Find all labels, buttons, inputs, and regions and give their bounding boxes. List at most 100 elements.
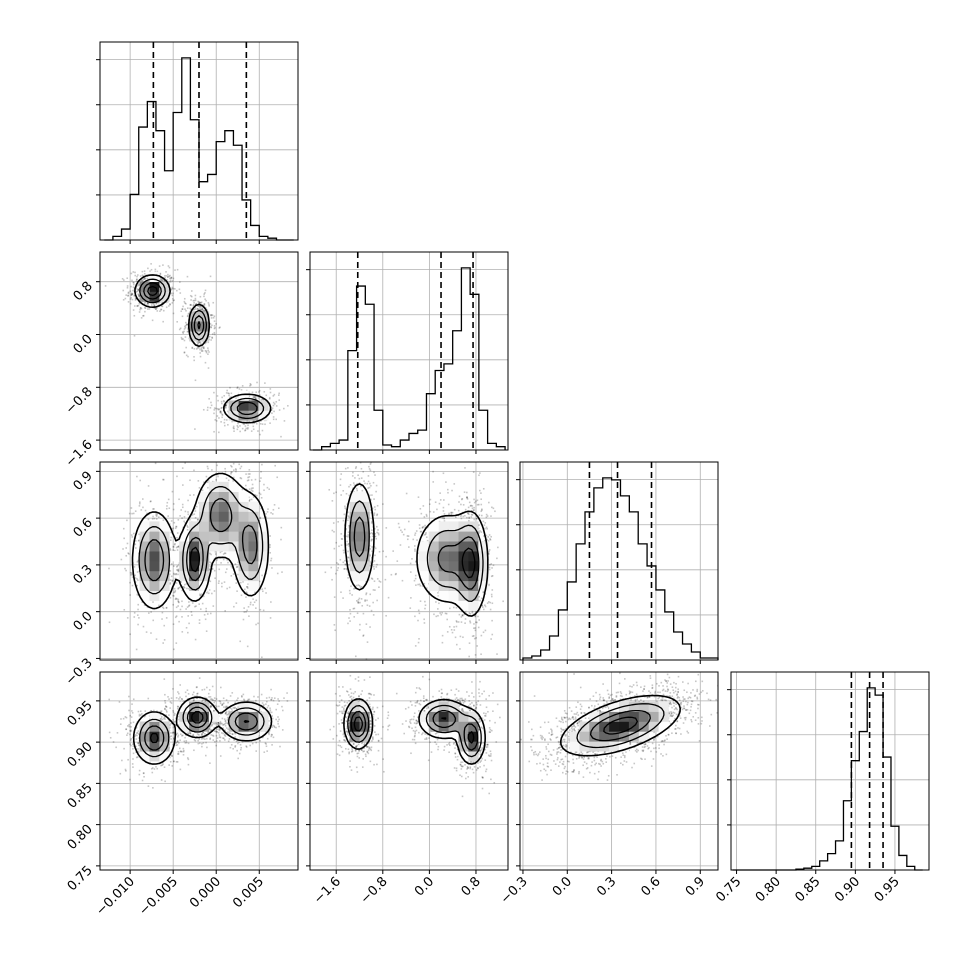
pair-0-3-point (164, 700, 166, 702)
pair-0-1-point (247, 427, 249, 429)
pair-1-2-point (347, 536, 349, 538)
pair-0-2-point (273, 509, 275, 511)
pair-1-2-point (449, 608, 451, 610)
pair-0-2-point (187, 529, 189, 531)
pair-0-2-point (229, 456, 231, 458)
pair-1-2-point (369, 468, 371, 470)
pair-0-2-point (139, 480, 141, 482)
pair-0-3-point (165, 702, 167, 704)
pair-1-2-point (453, 607, 455, 609)
pair-1-2-point (462, 636, 464, 638)
pair-0-1-point (156, 310, 158, 312)
pair-0-2-point (181, 631, 183, 633)
pair-0-1-point (213, 431, 215, 433)
pair-0-1-point (170, 281, 172, 283)
pair-0-1-point (151, 304, 153, 306)
pair-0-1-point (208, 342, 210, 344)
pair-1-2-point (461, 499, 463, 501)
pair-1-2-point (474, 638, 476, 640)
pair-0-2-point (178, 587, 180, 589)
pair-0-2-point (222, 460, 224, 462)
pair-0-2-cell (249, 551, 259, 561)
pair-0-1-point (123, 299, 125, 301)
pair-0-1-point (191, 347, 193, 349)
pair-0-2-point (248, 615, 250, 617)
pair-1-2-point (348, 531, 350, 533)
pair-0-2-point (137, 561, 139, 563)
pair-1-2-point (422, 527, 424, 529)
pair-1-2-point (475, 501, 477, 503)
pair-0-2-point (220, 552, 222, 554)
pair-0-1-point (247, 424, 249, 426)
pair-0-2-point (202, 603, 204, 605)
pair-0-2-point (261, 497, 263, 499)
pair-1-2-point (374, 474, 376, 476)
pair-0-2-point (199, 487, 201, 489)
pair-0-1-ytick-label-2: 0.0 (71, 332, 96, 357)
pair-1-2-point (442, 517, 444, 519)
pair-1-2-point (453, 483, 455, 485)
pair-0-2-cell (169, 551, 179, 561)
pair-1-2-point (458, 510, 460, 512)
pair-1-2-point (446, 619, 448, 621)
pair-0-1-point (208, 304, 210, 306)
pair-1-2-point (420, 585, 422, 587)
pair-0-2-point (123, 528, 125, 530)
pair-1-2-point (334, 596, 336, 598)
pair-0-1-point (149, 308, 151, 310)
pair-0-2-point (152, 516, 154, 518)
pair-1-2-point (471, 612, 473, 614)
pair-1-2-point (493, 507, 495, 509)
pair-1-2-point (469, 642, 471, 644)
pair-0-1-point (221, 401, 223, 403)
pair-1-2-point (419, 524, 421, 526)
pair-0-2-point (172, 604, 174, 606)
pair-0-2-point (260, 517, 262, 519)
pair-0-2-point (176, 537, 178, 539)
pair-0-1-point (239, 425, 241, 427)
pair-1-2-point (473, 509, 475, 511)
pair-0-1-point (215, 323, 217, 325)
pair-1-2-point (418, 610, 420, 612)
pair-1-2-point (361, 468, 363, 470)
pair-0-2-point (259, 480, 261, 482)
pair-1-2-point (371, 610, 373, 612)
pair-0-2-cell (219, 521, 229, 531)
pair-1-2-point (371, 546, 373, 548)
pair-0-2-point (173, 565, 175, 567)
pair-0-2-point (205, 618, 207, 620)
pair-1-2-point (366, 600, 368, 602)
pair-0-2-point (140, 509, 142, 511)
pair-1-2-point (392, 550, 394, 552)
pair-0-2-cell (140, 531, 150, 541)
pair-1-2-cell (439, 571, 449, 581)
pair-1-2-point (400, 544, 402, 546)
pair-1-2-point (490, 536, 492, 538)
pair-1-2-point (340, 559, 342, 561)
pair-0-1-point (200, 302, 202, 304)
pair-0-2-point (240, 477, 242, 479)
pair-1-2-point (473, 471, 475, 473)
pair-1-2-point (466, 517, 468, 519)
pair-1-2-point (371, 442, 373, 444)
pair-1-2-point (348, 617, 350, 619)
pair-0-1-point (187, 356, 189, 358)
pair-1-2-point (491, 634, 493, 636)
pair-1-2-point (335, 542, 337, 544)
pair-0-1-point (272, 407, 274, 409)
pair-1-2-point (376, 566, 378, 568)
pair-0-1-point (224, 422, 226, 424)
pair-1-2-point (347, 623, 349, 625)
pair-1-2-point (484, 528, 486, 530)
pair-0-2-point (226, 588, 228, 590)
pair-1-2-point (348, 564, 350, 566)
pair-0-2-point (229, 587, 231, 589)
pair-0-1-point (126, 277, 128, 279)
pair-1-2-point (459, 648, 461, 650)
pair-0-1-point (127, 285, 129, 287)
pair-0-1-point (200, 296, 202, 298)
pair-0-1-point (173, 313, 175, 315)
pair-0-3-point (117, 732, 119, 734)
pair-0-2-point (207, 466, 209, 468)
pair-0-1-point (204, 292, 206, 294)
